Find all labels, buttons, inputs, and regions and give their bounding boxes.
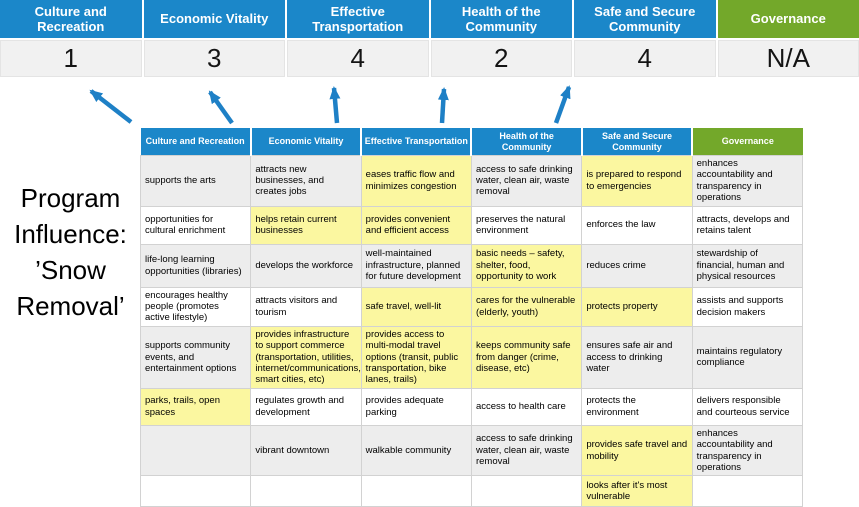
matrix-cell: enforces the law — [582, 206, 692, 244]
matrix-cell: preserves the natural environment — [471, 206, 581, 244]
priority-score-culture: 1 — [0, 40, 142, 77]
matrix-cell: delivers responsible and courteous servi… — [692, 388, 802, 425]
priority-scoreboard: Culture and Recreation Economic Vitality… — [0, 0, 859, 77]
matrix-header-1: Economic Vitality — [251, 128, 361, 156]
matrix-cell: enhances accountability and transparency… — [692, 425, 802, 476]
matrix-row-2: life-long learning opportunities (librar… — [141, 244, 803, 287]
matrix-cell: regulates growth and development — [251, 388, 361, 425]
influence-arrow-economic — [210, 92, 232, 123]
matrix-cell-highlighted: basic needs – safety, shelter, food, opp… — [471, 244, 581, 287]
matrix-cell: attracts new businesses, and creates job… — [251, 156, 361, 207]
priority-score-governance: N/A — [718, 40, 859, 77]
matrix-cell-highlighted: looks after it's most vulnerable — [582, 476, 692, 507]
matrix-row-3: encourages healthy people (promotes acti… — [141, 287, 803, 326]
matrix-cell: enhances accountability and transparency… — [692, 156, 802, 207]
matrix-cell-highlighted: keeps community safe from danger (crime,… — [471, 326, 581, 388]
matrix-cell: maintains regulatory compliance — [692, 326, 802, 388]
matrix-cell: opportunities for cultural enrichment — [141, 206, 251, 244]
matrix-cell-highlighted: provides convenient and efficient access — [361, 206, 471, 244]
matrix-cell-highlighted: is prepared to respond to emergencies — [582, 156, 692, 207]
matrix-cell — [692, 476, 802, 507]
priority-header-transportation: Effective Transportation — [287, 0, 429, 38]
matrix-cell — [471, 476, 581, 507]
influence-arrow-transportation — [334, 88, 337, 123]
matrix-cell: access to health care — [471, 388, 581, 425]
matrix-cell-highlighted: cares for the vulnerable (elderly, youth… — [471, 287, 581, 326]
matrix-cell: provides adequate parking — [361, 388, 471, 425]
matrix-cell: ensures safe air and access to drinking … — [582, 326, 692, 388]
matrix-header-3: Health of the Community — [471, 128, 581, 156]
matrix-cell — [141, 425, 251, 476]
priority-header-health: Health of the Community — [431, 0, 573, 38]
matrix-cell-highlighted: helps retain current businesses — [251, 206, 361, 244]
matrix-cell-highlighted: parks, trails, open spaces — [141, 388, 251, 425]
matrix-cell: attracts visitors and tourism — [251, 287, 361, 326]
matrix-cell: supports the arts — [141, 156, 251, 207]
matrix-cell — [361, 476, 471, 507]
matrix-cell: life-long learning opportunities (librar… — [141, 244, 251, 287]
matrix-cell: assists and supports decision makers — [692, 287, 802, 326]
matrix-cell: stewardship of financial, human and phys… — [692, 244, 802, 287]
priority-header-safe: Safe and Secure Community — [574, 0, 716, 38]
influence-arrow-culture — [91, 91, 131, 122]
matrix-header-2: Effective Transportation — [361, 128, 471, 156]
matrix-cell-highlighted: provides infrastructure to support comme… — [251, 326, 361, 388]
matrix-cell-highlighted: eases traffic flow and minimizes congest… — [361, 156, 471, 207]
program-title: Program Influence: ’Snow Removal’ — [0, 181, 141, 325]
matrix-row-7: looks after it's most vulnerable — [141, 476, 803, 507]
matrix-header-0: Culture and Recreation — [141, 128, 251, 156]
matrix-cell: vibrant downtown — [251, 425, 361, 476]
matrix-cell-highlighted: protects property — [582, 287, 692, 326]
matrix-cell: supports community events, and entertain… — [141, 326, 251, 388]
matrix-cell: develops the workforce — [251, 244, 361, 287]
matrix-cell: access to safe drinking water, clean air… — [471, 425, 581, 476]
influence-arrow-safe — [556, 87, 569, 123]
matrix-header-4: Safe and Secure Community — [582, 128, 692, 156]
influence-arrow-health — [442, 89, 444, 123]
matrix-cell: walkable community — [361, 425, 471, 476]
priority-score-economic: 3 — [144, 40, 286, 77]
matrix-header-5: Governance — [692, 128, 802, 156]
matrix-cell-highlighted: provides safe travel and mobility — [582, 425, 692, 476]
matrix-cell-highlighted: safe travel, well-lit — [361, 287, 471, 326]
matrix-cell: protects the environment — [582, 388, 692, 425]
matrix-cell — [251, 476, 361, 507]
priority-score-safe: 4 — [574, 40, 716, 77]
priority-header-economic: Economic Vitality — [144, 0, 286, 38]
priority-score-health: 2 — [431, 40, 573, 77]
priority-header-governance: Governance — [718, 0, 859, 38]
influence-arrows — [0, 78, 859, 128]
matrix-row-4: supports community events, and entertain… — [141, 326, 803, 388]
matrix-cell: access to safe drinking water, clean air… — [471, 156, 581, 207]
priority-score-transportation: 4 — [287, 40, 429, 77]
priority-header-culture: Culture and Recreation — [0, 0, 142, 38]
matrix-cell — [141, 476, 251, 507]
matrix-cell: well-maintained infrastructure, planned … — [361, 244, 471, 287]
matrix-cell: encourages healthy people (promotes acti… — [141, 287, 251, 326]
matrix-cell: reduces crime — [582, 244, 692, 287]
matrix-cell-highlighted: provides access to multi-modal travel op… — [361, 326, 471, 388]
matrix-cell: attracts, develops and retains talent — [692, 206, 802, 244]
